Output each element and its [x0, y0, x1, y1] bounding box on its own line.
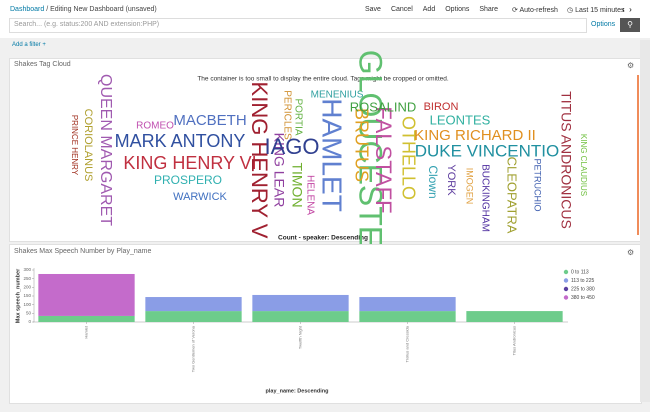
menu: Save Cancel Add Options Share	[365, 6, 508, 13]
cloud-word: BIRON	[424, 101, 459, 113]
legend-swatch	[563, 278, 569, 283]
cloud-word: BUCKINGHAM	[479, 164, 490, 232]
x-tick-label: Titus Andronicus	[512, 326, 517, 355]
menu-item[interactable]: Add	[422, 6, 436, 13]
bar-segment	[359, 311, 456, 322]
cloud-word: PERICLES	[281, 90, 292, 140]
panel-title: Shakes Max Speech Number by Play_name	[14, 248, 152, 255]
x-axis-label: play_name: Descending	[266, 388, 329, 394]
breadcrumb-page: Editing New Dashboard (unsaved)	[50, 6, 157, 13]
cloud-word: LEONTES	[430, 112, 491, 127]
panel-gear[interactable]: ⚙	[627, 248, 635, 257]
menu-item[interactable]: Share	[479, 6, 499, 13]
x-tick-label: Two Gentlemen of Verona	[191, 325, 196, 372]
cloud-word: PROSPERO	[154, 173, 222, 187]
auto-refresh[interactable]: ⟳ Auto-refresh	[512, 7, 558, 14]
cloud-word: HELENA	[304, 175, 315, 215]
cloud-word: FALSTAFF	[371, 106, 396, 213]
menu-item[interactable]: Options	[445, 6, 470, 13]
nav-arrows[interactable]: ‹ ›	[622, 5, 632, 14]
tag-cloud-panel	[9, 58, 642, 242]
y-tick-label: 50	[26, 311, 32, 316]
cloud-word: OTHELLO	[398, 116, 418, 200]
bar-segment	[38, 273, 135, 316]
cloud-word: CLEOPATRA	[505, 157, 520, 234]
x-tick-label: Hamlet	[84, 325, 89, 339]
legend-swatch	[563, 269, 569, 275]
legend-label: 380 to 450	[571, 295, 595, 301]
search-box[interactable]	[9, 18, 587, 33]
cloud-word: YORK	[445, 164, 457, 196]
cloud-word: ROSALIND	[350, 99, 416, 114]
legend-swatch	[563, 295, 569, 300]
breadcrumb: Dashboard / Editing New Dashboard (unsav…	[10, 6, 157, 13]
breadcrumb-root[interactable]: Dashboard	[10, 6, 45, 13]
legend-label: 0 to 113	[571, 269, 589, 275]
panel-gear[interactable]: ⚙	[627, 61, 635, 70]
cloud-word: TITUS ANDRONICUS	[558, 91, 574, 229]
y-tick-label: 250	[23, 276, 31, 281]
cloud-word: QUEEN MARGARET	[97, 74, 114, 226]
time-picker[interactable]: ◷ Last 15 minutes	[567, 7, 625, 14]
cloud-word: KING LEAR	[271, 133, 287, 208]
y-tick-label: 200	[23, 285, 31, 290]
cloud-word: MACBETH	[173, 112, 246, 129]
bar-segment	[252, 294, 349, 312]
legend-label: 225 to 380	[571, 286, 595, 292]
search-placeholder: Search... (e.g. status:200 AND extension…	[14, 21, 160, 28]
resize-bar	[637, 75, 639, 235]
y-tick-label: 100	[23, 302, 31, 307]
bar-segment	[145, 311, 242, 322]
bar-segment	[145, 297, 242, 312]
bar-segment	[252, 311, 349, 322]
cloud-word: MARK ANTONY	[115, 131, 246, 151]
menu-item[interactable]: Save	[365, 6, 381, 13]
bar-segment	[38, 315, 135, 322]
cloud-warning: The container is too small to display th…	[197, 76, 449, 83]
cloud-word: WARWICK	[173, 191, 227, 203]
cloud-word: ROMEO	[136, 121, 174, 132]
menu-item[interactable]: Cancel	[390, 6, 413, 13]
x-tick-label: Troilus and Cressida	[405, 325, 410, 362]
bar-segment	[359, 297, 456, 312]
panel-title: Shakes Tag Cloud	[14, 61, 71, 68]
cloud-word: DUKE VINCENTIO	[415, 141, 560, 160]
cloud-word: BRUTUS	[351, 108, 371, 182]
scrollbar[interactable]	[640, 40, 650, 402]
y-tick-label: 0	[28, 319, 31, 324]
cloud-word: GLOUCESTER	[353, 50, 389, 270]
cloud-label: Count - speaker: Descending	[278, 235, 368, 242]
cloud-word: PORTIA	[292, 98, 303, 135]
y-tick-label: 300	[23, 267, 31, 272]
add-filter[interactable]: Add a filter +	[12, 42, 46, 48]
bar-segment	[466, 311, 563, 322]
x-tick-label: Twelfth Night	[298, 325, 303, 349]
cloud-word: KING CLAUDIUS	[579, 134, 588, 196]
cloud-word: MENENIUS	[311, 90, 364, 101]
cloud-word: PRINCE HENRY	[70, 115, 79, 176]
cloud-word: KING HENRY VI	[123, 153, 256, 173]
cloud-word: CORIOLANUS	[82, 109, 94, 182]
cloud-word: KING HENRY V	[247, 82, 272, 239]
legend-label: 113 to 225	[571, 278, 594, 284]
time-range: Last 15 minutes	[575, 7, 625, 14]
cloud-word: Clown	[426, 165, 440, 198]
y-axis-label: Max speech_number	[15, 268, 21, 323]
legend-swatch	[563, 286, 569, 292]
auto-refresh-label: Auto-refresh	[519, 7, 558, 14]
search-button[interactable]: ⚲	[620, 18, 640, 32]
cloud-word: HAMLET	[317, 98, 348, 212]
cloud-word: TIMON	[289, 162, 305, 207]
cloud-word: IAGO	[264, 134, 319, 159]
cloud-word: IMOGEN	[465, 168, 475, 205]
search-options[interactable]: Options	[591, 21, 616, 28]
y-tick-label: 150	[23, 293, 31, 298]
cloud-word: PETRUCHIO	[533, 158, 543, 211]
cloud-word: KING RICHARD II	[414, 127, 536, 144]
